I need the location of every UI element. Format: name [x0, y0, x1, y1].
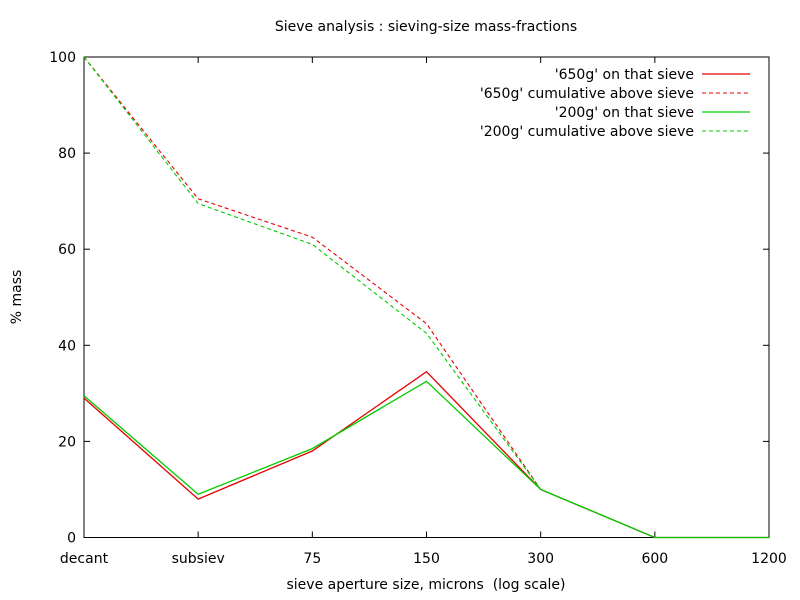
series-line-2 [83, 380, 769, 539]
y-tick-label: 0 [67, 531, 76, 547]
x-axis-label: sieve aperture size, microns (log scale) [287, 577, 566, 593]
series-lines [83, 56, 769, 539]
legend-entry-650g-on-sieve: '650g' on that sieve [555, 67, 750, 83]
axis-ticks [83, 56, 770, 538]
y-axis-tick-labels: 0 20 40 60 80 100 [49, 50, 76, 547]
legend-label-650g-cumulative: '650g' cumulative above sieve [480, 86, 694, 102]
x-tick-label: 75 [303, 551, 321, 567]
x-tick-label: subsiev [172, 551, 225, 567]
legend-label-200g-on-sieve: '200g' on that sieve [555, 105, 694, 121]
series-line-3 [83, 56, 769, 539]
x-tick-label: 600 [641, 551, 668, 567]
legend-entry-200g-on-sieve: '200g' on that sieve [555, 105, 750, 121]
y-tick-label: 20 [58, 434, 76, 450]
y-tick-label: 60 [58, 242, 76, 258]
x-tick-label: 300 [527, 551, 554, 567]
legend: '650g' on that sieve '650g' cumulative a… [480, 67, 750, 140]
chart-title: Sieve analysis : sieving-size mass-fract… [275, 19, 577, 35]
y-tick-label: 100 [49, 50, 76, 66]
y-tick-label: 80 [58, 146, 76, 162]
x-tick-label: decant [60, 551, 109, 567]
legend-entry-200g-cumulative: '200g' cumulative above sieve [480, 124, 750, 140]
x-tick-label: 150 [413, 551, 440, 567]
legend-entry-650g-cumulative: '650g' cumulative above sieve [480, 86, 750, 102]
series-line-0 [83, 370, 769, 539]
x-tick-label: 1200 [751, 551, 787, 567]
y-tick-label: 40 [58, 338, 76, 354]
legend-label-650g-on-sieve: '650g' on that sieve [555, 67, 694, 83]
legend-label-200g-cumulative: '200g' cumulative above sieve [480, 124, 694, 140]
y-axis-label: % mass [9, 270, 25, 325]
x-axis-tick-labels: decant subsiev 75 150 300 600 1200 [60, 551, 787, 567]
